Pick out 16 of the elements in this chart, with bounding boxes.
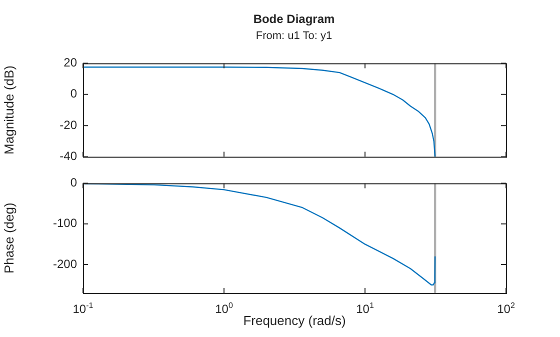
x-tick-label: 10$^{2}$ (497, 300, 515, 316)
y-tick-label: -20 (60, 118, 78, 132)
x-tick-label: 10$^{0}$ (215, 300, 233, 316)
y-tick-label: -40 (60, 149, 78, 164)
x-tick-label: 10$^{-1}$ (72, 300, 94, 316)
y-axis-title: Phase (deg) (1, 202, 16, 274)
y-tick-label: 20 (64, 56, 78, 70)
x-tick-label: 10$^{1}$ (356, 300, 374, 316)
chart-subtitle: From: u1 To: y1 (254, 29, 334, 42)
x-axis-title: Frequency (rad/s) (243, 312, 346, 328)
y-tick-label: 0 (70, 86, 78, 101)
chart-title: Bode Diagram (252, 11, 336, 26)
y-tick-label: -100 (52, 216, 78, 230)
y-tick-label: 0 (70, 176, 78, 190)
y-tick-label: -200 (52, 256, 78, 271)
y-axis-title: Magnitude (dB) (1, 66, 16, 154)
